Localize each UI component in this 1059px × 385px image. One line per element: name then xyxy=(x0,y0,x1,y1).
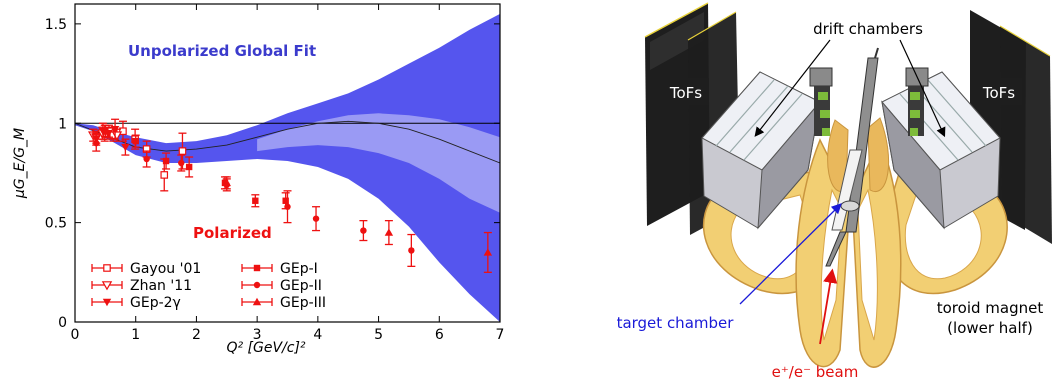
legend-label: GEp-III xyxy=(280,295,326,311)
y-tick-label: 1.5 xyxy=(45,17,67,33)
data-point-circle xyxy=(312,207,320,231)
x-tick-label: 4 xyxy=(313,327,322,343)
toroid-label-line2: (lower half) xyxy=(947,319,1033,337)
global-fit-annotation: Unpolarized Global Fit xyxy=(128,42,316,60)
y-tick-label: 1 xyxy=(58,116,67,132)
legend-entry: GEp-I xyxy=(242,261,318,277)
legend-entry: GEp-2γ xyxy=(92,295,181,311)
legend-entry: GEp-III xyxy=(242,295,326,311)
target-chamber-label: target chamber xyxy=(617,314,735,332)
toroid-label-line1: toroid magnet xyxy=(937,299,1044,317)
legend-entry: GEp-II xyxy=(242,278,322,294)
legend-label: GEp-2γ xyxy=(130,295,181,311)
data-point-square xyxy=(251,195,259,207)
beam-label: e⁺/e⁻ beam xyxy=(772,363,859,381)
y-tick-label: 0.5 xyxy=(45,216,67,232)
tofs-left-label: ToFs xyxy=(669,84,702,102)
legend-entry: Zhan '11 xyxy=(92,278,192,294)
y-axis-label: μG_E/G_M xyxy=(12,128,28,199)
legend-label: Gayou '01 xyxy=(130,261,201,277)
form-factor-chart: 0 1 2 3 4 5 6 700.511.5 Unpolarized Global Fit … xyxy=(12,4,504,356)
x-tick-label: 5 xyxy=(374,327,383,343)
tofs-right-label: ToFs xyxy=(982,84,1015,102)
x-tick-label: 1 xyxy=(131,327,140,343)
x-axis-label: Q² [GeV/c]² xyxy=(226,340,305,356)
y-tick-label: 0 xyxy=(58,315,67,331)
x-tick-label: 0 xyxy=(71,327,80,343)
data-point-triangle-up xyxy=(385,221,393,245)
data-point-circle xyxy=(359,221,367,241)
legend-label: GEp-II xyxy=(280,278,322,294)
detector-illustration: ToFs ToFs xyxy=(617,3,1052,381)
data-point-circle xyxy=(284,191,292,223)
legend-label: Zhan '11 xyxy=(130,278,192,294)
x-tick-label: 6 xyxy=(435,327,444,343)
data-point-circle xyxy=(407,235,415,267)
x-tick-label: 7 xyxy=(496,327,505,343)
polarized-annotation: Polarized xyxy=(193,224,272,242)
legend-entry: Gayou '01 xyxy=(92,261,201,277)
legend-label: GEp-I xyxy=(280,261,318,277)
drift-chambers-label: drift chambers xyxy=(813,20,923,38)
x-tick-label: 2 xyxy=(192,327,201,343)
